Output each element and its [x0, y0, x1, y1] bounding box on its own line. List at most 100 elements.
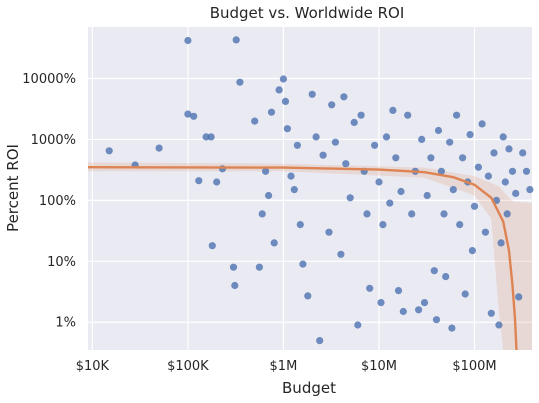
data-point — [522, 167, 531, 175]
data-point — [363, 210, 371, 218]
data-point — [512, 189, 520, 197]
y-tick-label: 10000% — [22, 72, 76, 87]
x-tick-label: $1M — [270, 359, 298, 374]
data-point — [366, 284, 374, 292]
data-point — [437, 167, 445, 175]
data-point — [508, 167, 517, 175]
data-point — [375, 178, 383, 186]
data-point — [229, 263, 238, 271]
x-tick-label: $10K — [76, 359, 110, 374]
data-point — [350, 118, 358, 126]
chart-title: Budget vs. Worldwide ROI — [210, 4, 405, 22]
data-point — [418, 135, 426, 143]
data-point — [449, 186, 457, 194]
y-tick-label: 1000% — [31, 133, 76, 148]
data-point — [281, 97, 290, 105]
data-point — [404, 111, 412, 119]
y-tick-labels: 1% 10% 100% 1000% 10000% — [22, 72, 76, 331]
data-point — [495, 321, 503, 329]
data-point — [394, 287, 403, 295]
data-point — [399, 307, 407, 316]
data-points — [105, 36, 534, 345]
data-point — [434, 126, 443, 135]
data-point — [290, 186, 298, 194]
data-point — [195, 177, 203, 185]
x-tick-label: $100K — [167, 359, 209, 374]
data-point — [190, 112, 198, 120]
data-point — [283, 125, 291, 133]
data-point — [515, 293, 523, 301]
x-tick-label: $10M — [361, 359, 397, 374]
data-point — [213, 178, 221, 186]
data-point — [379, 221, 387, 229]
data-point — [251, 117, 259, 125]
data-point — [503, 210, 511, 218]
data-point — [481, 228, 489, 236]
data-point — [474, 163, 482, 171]
data-point — [408, 210, 416, 218]
data-point — [461, 290, 469, 298]
data-point — [275, 86, 283, 94]
data-point — [319, 151, 327, 159]
data-point — [342, 160, 350, 168]
y-tick-label: 100% — [39, 194, 76, 209]
data-point — [420, 299, 429, 307]
data-point — [389, 106, 397, 114]
data-point — [519, 149, 527, 157]
data-point — [202, 133, 210, 141]
data-point — [255, 263, 263, 271]
data-point — [207, 133, 215, 141]
data-point — [456, 221, 464, 229]
data-point — [427, 154, 435, 162]
data-point — [270, 239, 278, 247]
fit-line — [87, 166, 518, 351]
y-tick-label: 1% — [55, 316, 76, 331]
data-point — [371, 141, 379, 149]
data-point — [325, 228, 333, 236]
data-point — [397, 187, 405, 196]
data-point — [231, 281, 239, 290]
data-point — [466, 131, 474, 139]
data-point — [155, 144, 163, 152]
data-point — [312, 133, 320, 141]
data-point — [279, 75, 287, 83]
data-point — [382, 133, 391, 141]
data-point — [331, 138, 339, 146]
x-tick-labels: $10K $100K $1M $10M $100M — [76, 359, 497, 374]
data-point — [430, 267, 438, 275]
data-point — [377, 299, 385, 307]
data-point — [258, 210, 266, 218]
data-point — [316, 337, 324, 345]
x-axis-label: Budget — [282, 379, 336, 397]
data-point — [308, 90, 316, 98]
data-point — [328, 101, 336, 109]
data-point — [526, 186, 534, 194]
data-point — [468, 247, 476, 255]
data-point — [232, 36, 240, 44]
data-point — [296, 221, 304, 229]
data-point — [446, 138, 454, 146]
data-point — [448, 324, 456, 332]
data-point — [293, 141, 301, 149]
y-axis-label: Percent ROI — [4, 144, 22, 232]
data-point — [459, 154, 467, 162]
data-point — [304, 292, 312, 300]
data-point — [265, 191, 273, 200]
data-point — [453, 111, 461, 119]
data-point — [392, 154, 400, 162]
data-point — [184, 110, 192, 118]
data-point — [340, 93, 348, 101]
data-point — [484, 172, 492, 180]
data-point — [432, 316, 441, 324]
data-point — [505, 145, 513, 153]
data-point — [499, 133, 507, 141]
data-point — [357, 111, 365, 119]
data-point — [501, 178, 509, 186]
data-point — [415, 306, 423, 314]
data-point — [299, 260, 307, 268]
data-point — [423, 191, 431, 200]
data-point — [487, 309, 495, 317]
data-point — [262, 167, 270, 175]
x-tick-label: $100M — [452, 359, 496, 374]
